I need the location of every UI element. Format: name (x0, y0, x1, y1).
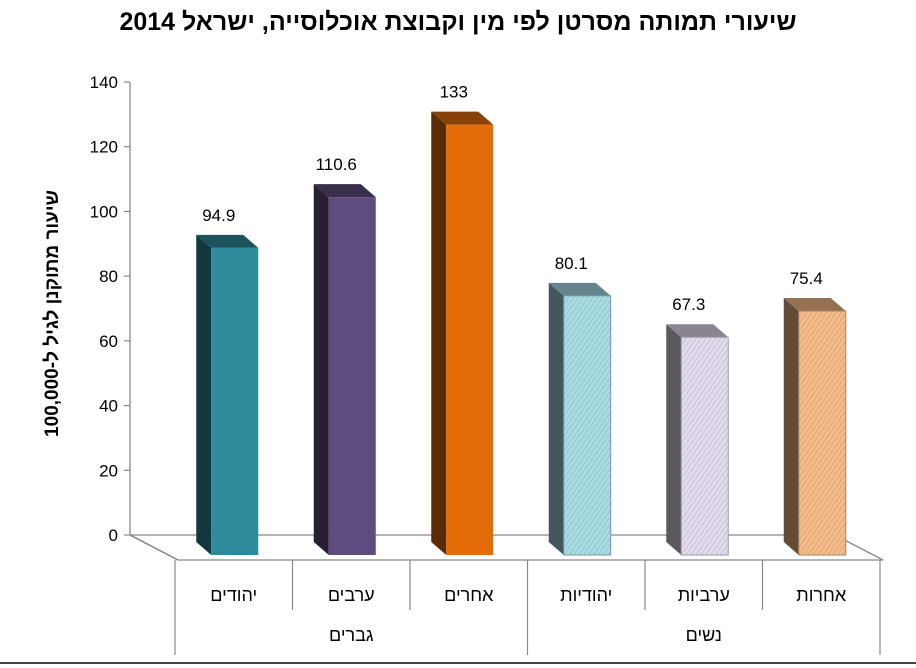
y-axis-title: שיעור מתוקנן לגיל ל-100,000 (42, 190, 63, 437)
bar-front (798, 310, 847, 556)
group-label: נשים (686, 625, 722, 645)
bar-front (563, 295, 612, 556)
y-tick-label: 140 (90, 73, 118, 92)
data-label: 67.3 (672, 295, 705, 314)
y-tick-label: 60 (99, 332, 118, 351)
bar-top (548, 282, 611, 296)
category-label: ערבים (328, 585, 375, 605)
category-label: ערביות (678, 585, 730, 605)
category-label: אחרות (796, 585, 847, 605)
bar-top (313, 184, 376, 198)
bar-side (666, 324, 682, 555)
y-tick-label: 100 (90, 202, 118, 221)
bar-6 (783, 298, 847, 556)
category-label: יהודים (210, 585, 257, 605)
bar-front (446, 124, 494, 556)
y-tick-label: 40 (99, 397, 118, 416)
bar-1 (196, 234, 259, 555)
bar-top (783, 298, 846, 312)
data-label: 94.9 (202, 206, 235, 225)
labels: 94.9 יהודים 110.6 ערבים 133 אחרים 80.1 יהודיות 6… (202, 83, 847, 645)
category-label: יהודיות (560, 585, 612, 605)
y-tick-label: 80 (99, 267, 118, 286)
chart-title: שיעורי תמותה מסרטן לפי מין וקבוצת אוכלוס… (119, 8, 797, 36)
bar-5 (666, 324, 729, 556)
category-label: אחרים (444, 585, 494, 605)
bar-front (680, 336, 729, 556)
bar-side (313, 184, 329, 555)
y-tick-label: 0 (109, 526, 118, 545)
bar-front (211, 247, 259, 555)
bottom-divider (0, 662, 916, 664)
y-tick-label: 120 (90, 138, 118, 157)
bar-4 (548, 282, 612, 556)
bar-side (431, 111, 447, 556)
bar-top (196, 234, 259, 248)
data-label: 133 (440, 83, 468, 102)
data-label: 110.6 (316, 155, 357, 174)
bars (196, 111, 847, 556)
bar-3 (431, 111, 494, 556)
bar-2 (313, 184, 376, 555)
bar-side (196, 234, 212, 555)
bar-side (783, 298, 799, 555)
bar-top (431, 111, 494, 125)
floor-edge (129, 534, 179, 561)
bar-side (548, 282, 564, 555)
y-tick-label: 20 (99, 461, 118, 480)
bar-front (328, 197, 376, 555)
data-label: 80.1 (555, 254, 588, 273)
bar-top (666, 324, 729, 338)
data-label: 75.4 (790, 269, 823, 288)
group-label: גברים (329, 625, 374, 645)
